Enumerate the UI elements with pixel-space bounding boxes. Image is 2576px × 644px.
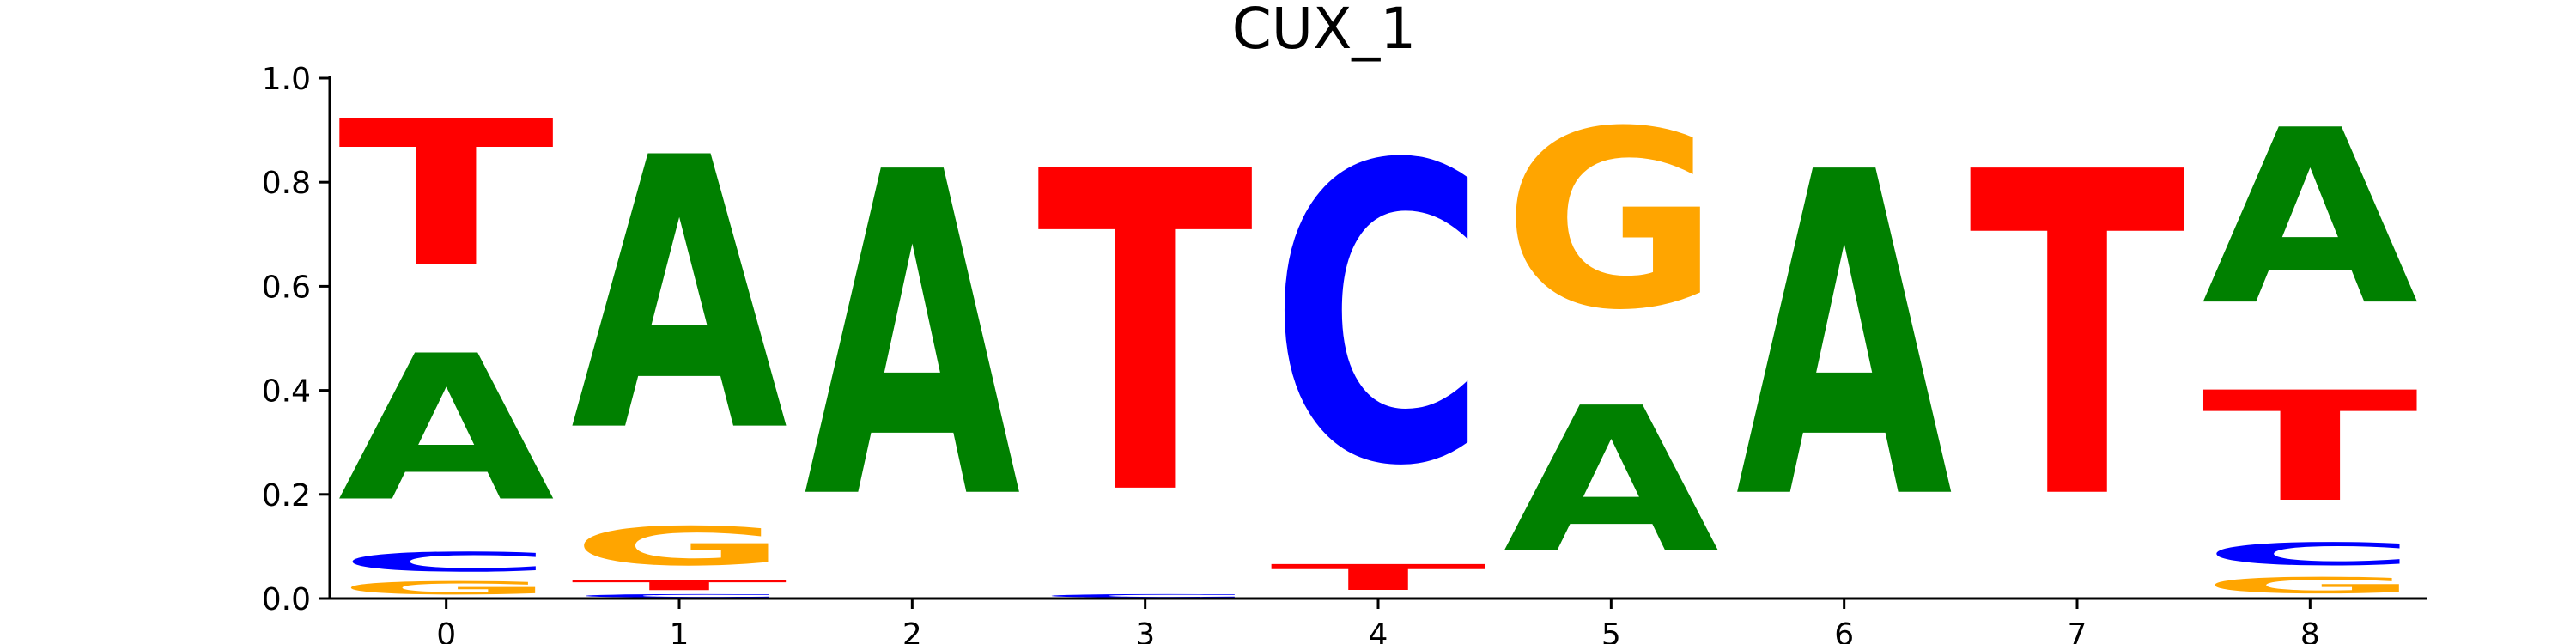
logo-letter-g: G — [2202, 573, 2418, 598]
x-tick-label: 7 — [2068, 617, 2087, 644]
chart-title: CUX_1 — [1232, 0, 1417, 62]
logo-letter-a: A — [1503, 365, 1722, 598]
logo-letter-a: A — [2202, 78, 2421, 358]
y-tick-label: 0.4 — [262, 374, 311, 410]
logo-letter-g: G — [338, 578, 555, 598]
x-tick-label: 0 — [436, 617, 456, 644]
x-tick-label: 1 — [670, 617, 690, 644]
logo-letter-t: T — [571, 578, 789, 593]
logo-letter-c: C — [2202, 536, 2418, 572]
y-tick-label: 0.8 — [262, 166, 311, 201]
y-tick-label: 0.2 — [262, 478, 311, 513]
x-tick-label: 8 — [2300, 617, 2320, 644]
x-tick-label: 6 — [1834, 617, 1854, 644]
logo-letter-t: T — [1270, 557, 1488, 598]
logo-letter-a: A — [338, 313, 557, 545]
y-tick-label: 0.6 — [262, 270, 311, 305]
logo-letter-a: A — [1736, 80, 1955, 598]
logo-letter-c: C — [337, 546, 554, 577]
x-tick-label: 3 — [1135, 617, 1155, 644]
axes: 0.0 0.2 0.4 0.6 0.8 1.0 0 1 2 3 4 5 6 7 8 — [262, 62, 2427, 644]
logo-letter-t: T — [1969, 80, 2187, 598]
logo-letter-t: T — [1037, 80, 1255, 592]
logo-letter-c: C — [1270, 78, 1486, 555]
logo-letter-a: A — [804, 80, 1023, 598]
logo-letter-t: T — [338, 78, 556, 311]
y-tick-label: 0.0 — [262, 582, 311, 617]
logo-letter-a: A — [571, 79, 790, 514]
x-tick-label: 4 — [1369, 617, 1388, 644]
logo-letter-c: C — [1036, 593, 1253, 598]
x-tick-label: 2 — [902, 617, 922, 644]
logo-letter-g: G — [571, 515, 787, 577]
logo-letter-g: G — [1503, 79, 1719, 364]
logo-letter-c: C — [571, 593, 787, 598]
y-tick-label: 1.0 — [262, 62, 311, 97]
logo-letter-t: T — [2202, 360, 2420, 536]
x-tick-label: 5 — [1601, 617, 1621, 644]
